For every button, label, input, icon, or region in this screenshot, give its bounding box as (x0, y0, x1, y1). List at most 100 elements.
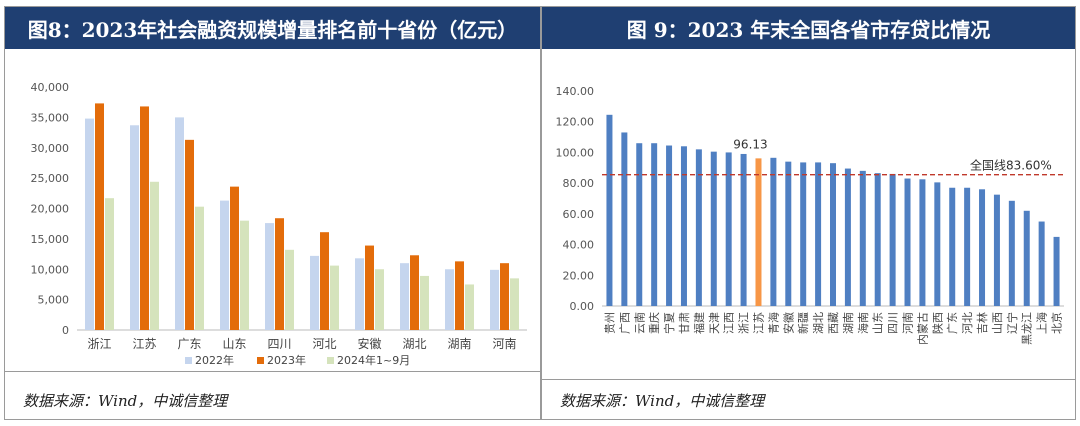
x-category-label: 甘肃 (678, 312, 691, 334)
x-category-label: 云南 (633, 312, 646, 334)
bar-2022 (85, 118, 94, 330)
x-category-label: 吉林 (975, 312, 989, 334)
x-category-label: 黑龙江 (1021, 312, 1034, 345)
bar-江西 (725, 152, 732, 306)
x-category-label: 北京 (1050, 312, 1064, 334)
y-tick-label: 25,000 (31, 172, 70, 185)
x-category-label: 重庆 (647, 312, 661, 334)
x-category-label: 广东 (946, 312, 959, 334)
reference-line-label: 全国线83.60% (970, 158, 1052, 173)
bar-内蒙古 (919, 179, 926, 306)
bar-天津 (710, 151, 717, 306)
bar-2023 (410, 255, 419, 330)
bar-广东 (949, 187, 956, 306)
right-chart-panel: 图 9：2023 年末全国各省市存贷比情况 0.00 20.00 40.00 60.0… (541, 6, 1076, 420)
bar-新疆 (800, 162, 807, 306)
bar-江苏 (755, 158, 762, 306)
bar-2024 (330, 265, 339, 330)
x-category-label: 湖南 (842, 312, 855, 334)
legend-label: 2023年 (267, 353, 306, 367)
bar-2022 (310, 255, 319, 330)
x-category-label: 青海 (766, 312, 780, 334)
legend-label: 2024年1~9月 (337, 353, 410, 367)
y-tick-label: 35,000 (31, 111, 70, 124)
y-tick-label: 0 (62, 324, 69, 337)
x-category-label: 安徽 (357, 336, 381, 351)
bar-2024 (375, 269, 384, 330)
y-tick-label: 5,000 (38, 294, 70, 307)
x-category-label: 福建 (692, 312, 706, 334)
y-tick-label: 30,000 (31, 142, 70, 155)
x-category-label: 广东 (177, 337, 201, 351)
bar-2023 (275, 218, 284, 330)
x-category-label: 新疆 (796, 312, 810, 334)
x-category-label: 江苏 (132, 337, 156, 351)
bar-山西 (993, 194, 1000, 306)
x-category-label: 天津 (708, 312, 721, 334)
bar-2022 (490, 269, 499, 330)
bar-2023 (230, 186, 239, 330)
y-tick-label: 20,000 (31, 203, 70, 216)
x-category-label: 宁夏 (662, 312, 676, 334)
y-tick-label: 100.00 (556, 146, 595, 159)
legend-swatch (257, 357, 264, 364)
bar-2023 (185, 139, 194, 330)
bar-河南 (904, 178, 911, 306)
bar-2022 (175, 117, 184, 330)
bar-甘肃 (680, 146, 687, 306)
bar-西藏 (830, 163, 836, 306)
x-category-label: 上海 (1035, 312, 1049, 334)
x-category-label: 河北 (961, 312, 974, 334)
x-category-label: 四川 (887, 312, 900, 334)
right-source-divider (542, 379, 1075, 380)
x-category-label: 四川 (267, 337, 291, 351)
bar-上海 (1038, 221, 1045, 306)
bar-北京 (1053, 236, 1060, 306)
bar-山东 (874, 173, 881, 306)
x-category-label: 山西 (991, 312, 1004, 334)
bar-浙江 (740, 153, 747, 306)
legend-swatch (185, 357, 192, 364)
left-chart-title: 图8：2023年社会融资规模增量排名前十省份（亿元） (5, 7, 540, 49)
bar-河北 (964, 187, 971, 306)
bar-2022 (220, 200, 229, 330)
bar-2023 (365, 245, 374, 330)
bar-湖北 (815, 162, 822, 306)
bar-2024 (105, 198, 114, 330)
bar-2024 (195, 206, 204, 330)
x-category-label: 湖南 (447, 336, 471, 351)
bar-湖南 (844, 168, 851, 306)
bar-2022 (355, 258, 364, 330)
bar-2024 (150, 181, 159, 330)
bar-2024 (510, 278, 519, 330)
bar-海南 (859, 170, 866, 306)
left-source-divider (5, 371, 540, 372)
x-category-label: 湖北 (402, 336, 426, 351)
x-category-label: 江西 (723, 312, 736, 334)
bar-2022 (445, 269, 454, 330)
right-chart-title: 图 9：2023 年末全国各省市存贷比情况 (542, 7, 1075, 49)
bar-2024 (465, 284, 474, 330)
x-category-label: 贵州 (603, 312, 616, 334)
y-tick-label: 140.00 (556, 85, 595, 98)
y-tick-label: 120.00 (556, 116, 595, 129)
right-bar-chart: 0.00 20.00 40.00 60.00 80.00 100.00 120.00 140.… (556, 85, 1064, 345)
highlight-value-label: 96.13 (733, 137, 767, 151)
bar-四川 (889, 173, 896, 306)
legend-label: 2022年 (195, 353, 234, 367)
bar-2023 (140, 106, 149, 330)
bar-贵州 (606, 114, 613, 306)
x-category-label: 海南 (856, 312, 870, 334)
x-category-label: 河南 (902, 312, 915, 334)
y-tick-label: 40,000 (31, 81, 70, 94)
x-category-label: 西藏 (827, 312, 840, 334)
bar-青海 (770, 157, 777, 306)
y-tick-label: 15,000 (31, 233, 70, 246)
bar-2024 (285, 249, 294, 330)
bar-2023 (500, 263, 509, 330)
y-tick-label: 60.00 (563, 208, 595, 221)
x-category-label: 浙江 (738, 312, 751, 334)
x-category-label: 辽宁 (1005, 312, 1019, 334)
x-category-label: 浙江 (87, 337, 111, 351)
bar-2023 (95, 103, 104, 330)
